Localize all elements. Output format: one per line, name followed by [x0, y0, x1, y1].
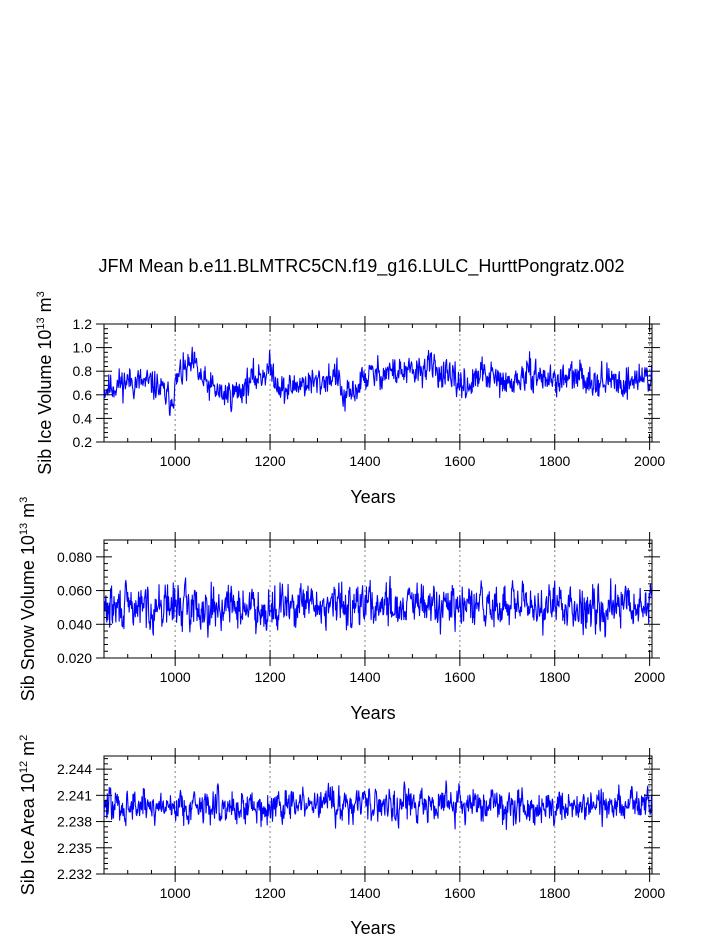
- y-axis-label: Sib Snow Volume 1013 m3: [18, 497, 38, 701]
- x-tick-label: 2000: [634, 885, 665, 901]
- plot-frame: [103, 539, 653, 659]
- y-tick-label: 2.238: [57, 814, 92, 830]
- x-tick-label: 1800: [539, 885, 570, 901]
- x-tick-label: 1800: [539, 669, 570, 685]
- panel-snow-volume: 1000 1200 1400 1600 1800 2000 0.020 0.040 0.060 0…: [18, 497, 665, 723]
- chart-title: JFM Mean b.e11.BLMTRC5CN.f19_g16.LULC_Hu…: [98, 256, 625, 276]
- series-line-sib-ice-volume: [103, 346, 653, 417]
- series-line-sib-ice-area: [103, 780, 653, 831]
- series-line-sib-snow-volume: [103, 575, 653, 638]
- x-tick-label: 1000: [160, 885, 191, 901]
- x-tick-label: 1200: [254, 669, 285, 685]
- x-tick-label: 1000: [160, 453, 191, 469]
- y-tick-label: 0.060: [57, 583, 92, 599]
- y-tick-label: 2.244: [57, 761, 92, 777]
- x-tick-label: 1800: [539, 453, 570, 469]
- plot-frame: [103, 323, 653, 443]
- x-tick-label: 1400: [349, 669, 380, 685]
- y-tick-label: 2.232: [57, 866, 92, 882]
- panel-ice-area: 1000 1200 1400 1600 1800 2000 2.232 2.235 2.238 2…: [18, 735, 665, 935]
- x-axis-label: Years: [350, 487, 395, 507]
- x-tick-label: 1400: [349, 453, 380, 469]
- x-tick-label: 1200: [254, 453, 285, 469]
- x-tick-label: 2000: [634, 669, 665, 685]
- y-axis-label: Sib Ice Area 1012 m2: [18, 735, 38, 895]
- x-tick-label: 2000: [634, 453, 665, 469]
- y-tick-label: 0.8: [73, 363, 93, 379]
- y-tick-label: 1.0: [73, 340, 93, 356]
- y-axis-label: Sib Ice Volume 1013 m3: [35, 291, 55, 474]
- y-tick-label: 0.040: [57, 616, 92, 632]
- x-axis-label: Years: [350, 703, 395, 723]
- y-tick-label: 0.4: [73, 410, 93, 426]
- x-tick-label: 1600: [444, 885, 475, 901]
- x-tick-label: 1200: [254, 885, 285, 901]
- x-tick-label: 1000: [160, 669, 191, 685]
- x-tick-label: 1600: [444, 453, 475, 469]
- y-tick-label: 2.241: [57, 787, 92, 803]
- y-tick-label: 2.235: [57, 840, 92, 856]
- y-tick-label: 0.020: [57, 650, 92, 666]
- y-tick-label: 1.2: [73, 316, 93, 332]
- panel-ice-volume: 1000 1200 1400 1600 1800 2000 0.2 0.4 0.6 0.8 1.0 1…: [35, 291, 665, 507]
- y-tick-label: 0.6: [73, 387, 93, 403]
- y-tick-label: 0.080: [57, 549, 92, 565]
- x-axis-label: Years: [350, 918, 395, 935]
- x-tick-label: 1400: [349, 885, 380, 901]
- x-tick-label: 1600: [444, 669, 475, 685]
- y-tick-label: 0.2: [73, 434, 93, 450]
